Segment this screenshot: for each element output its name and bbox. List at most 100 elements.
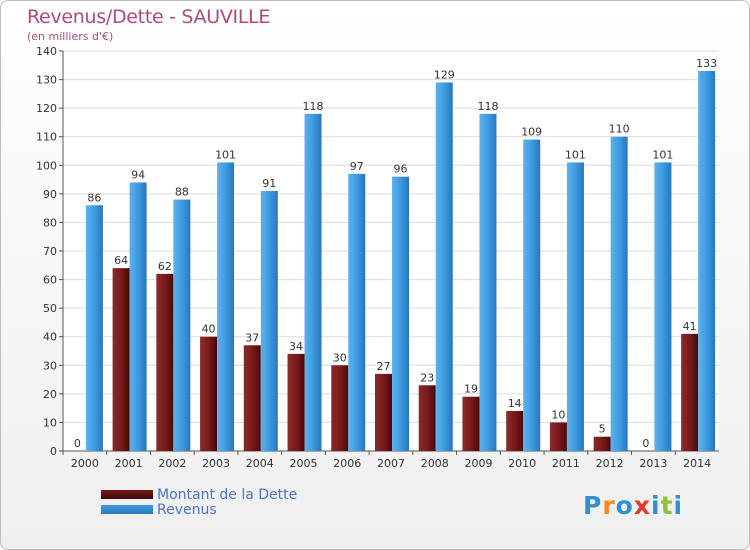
logo-letter: r — [602, 491, 616, 520]
data-label-dette: 23 — [420, 371, 434, 384]
logo-letter: o — [615, 491, 634, 520]
bar-revenus — [304, 113, 322, 451]
y-tick-label: 110 — [36, 131, 57, 144]
bar-revenus — [348, 173, 366, 451]
data-label-dette: 5 — [599, 423, 606, 436]
logo-letter: i — [673, 491, 684, 520]
data-label-revenus: 101 — [565, 148, 586, 161]
legend-label-dette: Montant de la Dette — [157, 486, 298, 503]
data-label-dette: 27 — [377, 360, 391, 373]
bar-dette — [331, 365, 349, 451]
y-tick-label: 0 — [50, 445, 57, 458]
data-label-revenus: 101 — [652, 148, 673, 161]
x-tick-label: 2002 — [158, 457, 186, 470]
x-tick-label: 2014 — [683, 457, 711, 470]
logo-letter: i — [651, 491, 661, 520]
y-tick-label: 70 — [43, 245, 57, 258]
data-label-revenus: 133 — [696, 57, 717, 70]
data-label-dette: 0 — [642, 437, 649, 450]
data-label-revenus: 91 — [262, 177, 276, 190]
bar-dette — [200, 336, 218, 451]
data-label-revenus: 109 — [521, 126, 542, 139]
y-tick-label: 40 — [43, 331, 57, 344]
y-tick-label: 60 — [43, 274, 57, 287]
legend-label-revenus: Revenus — [157, 501, 217, 518]
data-label-dette: 40 — [202, 323, 216, 336]
y-tick-label: 100 — [36, 159, 57, 172]
bar-revenus — [479, 113, 497, 451]
bar-dette — [156, 273, 174, 451]
bar-dette — [112, 268, 130, 451]
data-label-dette: 19 — [464, 383, 478, 396]
bar-revenus — [85, 205, 103, 451]
bar-revenus — [217, 162, 235, 451]
y-tick-label: 10 — [43, 416, 57, 429]
bar-revenus — [523, 139, 541, 452]
logo-letter: P — [583, 491, 603, 520]
legend-item-revenus: Revenus — [101, 501, 297, 518]
proxiti-logo: Proxiti — [583, 491, 683, 520]
x-tick-label: 2009 — [464, 457, 492, 470]
bar-revenus — [435, 82, 453, 451]
bar-revenus — [260, 191, 278, 451]
legend: Montant de la Dette Revenus — [101, 486, 298, 518]
bar-dette — [506, 411, 524, 451]
data-label-revenus: 94 — [131, 168, 145, 181]
bar-dette — [287, 353, 305, 451]
x-tick-label: 2000 — [71, 457, 99, 470]
data-label-dette: 34 — [289, 340, 303, 353]
x-tick-label: 2005 — [290, 457, 318, 470]
y-tick-label: 50 — [43, 302, 57, 315]
legend-swatch-dette — [101, 490, 153, 499]
data-label-revenus: 118 — [477, 100, 498, 113]
y-tick-label: 140 — [36, 45, 57, 58]
y-tick-label: 120 — [36, 102, 57, 115]
data-label-dette: 64 — [114, 254, 128, 267]
data-label-revenus: 129 — [434, 68, 455, 81]
bar-dette — [593, 436, 611, 451]
x-tick-label: 2008 — [421, 457, 449, 470]
chart-subtitle: (en milliers d'€) — [27, 30, 114, 43]
bar-dette — [462, 396, 480, 451]
bar-revenus — [610, 136, 628, 451]
data-label-revenus: 96 — [394, 163, 408, 176]
x-tick-label: 2011 — [552, 457, 580, 470]
data-label-revenus: 86 — [87, 191, 101, 204]
x-tick-label: 2010 — [508, 457, 536, 470]
y-tick-label: 80 — [43, 216, 57, 229]
x-tick-label: 2003 — [202, 457, 230, 470]
bar-revenus — [129, 182, 147, 451]
bar-dette — [418, 385, 436, 451]
data-label-revenus: 97 — [350, 160, 364, 173]
y-tick-label: 90 — [43, 188, 57, 201]
data-label-dette: 62 — [158, 260, 172, 273]
bar-revenus — [566, 162, 584, 451]
x-tick-label: 2004 — [246, 457, 274, 470]
bar-revenus — [392, 176, 409, 451]
bar-revenus — [654, 162, 672, 451]
bar-revenus — [698, 71, 716, 451]
x-tick-label: 2007 — [377, 457, 405, 470]
data-label-revenus: 101 — [215, 148, 236, 161]
x-tick-label: 2001 — [115, 457, 143, 470]
data-label-dette: 37 — [245, 331, 259, 344]
bar-dette — [243, 345, 261, 451]
legend-swatch-revenus — [101, 505, 153, 514]
x-tick-label: 2013 — [639, 457, 667, 470]
y-tick-label: 130 — [36, 74, 57, 87]
bar-dette — [375, 373, 392, 451]
x-tick-label: 2012 — [596, 457, 624, 470]
bar-revenus — [173, 199, 191, 451]
data-label-dette: 10 — [551, 408, 565, 421]
logo-letter: t — [660, 491, 674, 520]
data-label-dette: 14 — [508, 397, 522, 410]
bar-dette — [549, 422, 567, 451]
y-tick-label: 20 — [43, 388, 57, 401]
x-tick-label: 2006 — [333, 457, 361, 470]
data-label-revenus: 118 — [303, 100, 324, 113]
bar-dette — [681, 333, 699, 451]
legend-item-dette: Montant de la Dette — [101, 486, 298, 503]
data-label-revenus: 88 — [175, 186, 189, 199]
